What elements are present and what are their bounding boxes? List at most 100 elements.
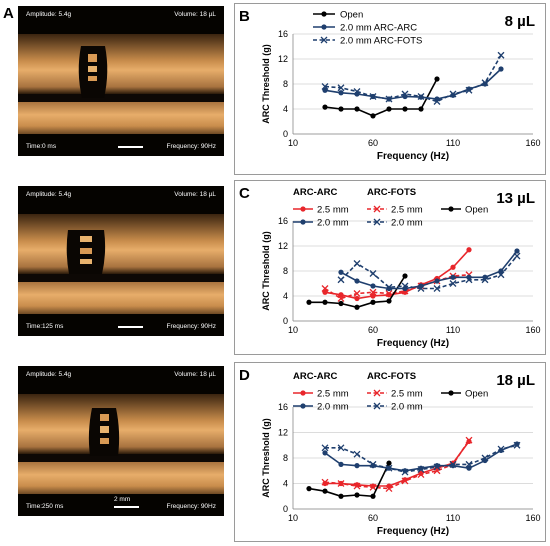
- data-point: [306, 299, 312, 305]
- data-point: [417, 285, 425, 292]
- data-point: [338, 461, 344, 467]
- legend-group-header: ARC-ARC: [293, 371, 337, 382]
- chart-18ul: D 18 µL 0 4 8 12 16 10 60 110 160 Frequency (Hz) ARC…: [239, 367, 541, 537]
- data-point: [338, 106, 344, 112]
- legend-marker: [373, 389, 381, 397]
- data-point: [402, 273, 408, 279]
- x-tick-label: 110: [446, 325, 460, 335]
- data-point: [321, 83, 329, 90]
- x-tick-label: 60: [368, 138, 378, 148]
- panel-letter: B: [239, 8, 250, 25]
- y-axis-label: ARC Threshold (g): [261, 44, 271, 124]
- data-point: [321, 285, 329, 292]
- y-tick-label: 0: [283, 316, 288, 326]
- data-point: [433, 285, 441, 292]
- data-point: [498, 66, 504, 72]
- data-point: [369, 483, 377, 491]
- video-frame-0: Amplitude: 5.4g Volume: 18 µL Time:0 ms …: [18, 6, 224, 156]
- data-point: [401, 468, 409, 476]
- data-point: [402, 106, 408, 112]
- data-point: [385, 290, 393, 297]
- data-point: [401, 90, 409, 98]
- data-point: [370, 113, 376, 119]
- data-point: [370, 283, 376, 289]
- y-tick-label: 0: [283, 504, 288, 514]
- data-point: [337, 295, 345, 302]
- data-point: [322, 104, 328, 110]
- data-point: [481, 276, 489, 284]
- y-tick-label: 16: [278, 402, 288, 412]
- y-axis-label: ARC Threshold (g): [261, 231, 271, 311]
- data-point: [497, 51, 505, 59]
- legend-entry: 2.0 mm ARC-ARC: [340, 23, 417, 34]
- data-point: [497, 271, 505, 279]
- data-point: [353, 450, 361, 458]
- amplitude-label: Amplitude: 5.4g: [26, 11, 72, 18]
- chart-panel-c: C 13 µL 0 4 8 12 16 10 60 110 160 Frequency (Hz) ARC…: [234, 180, 546, 355]
- data-point: [417, 471, 425, 479]
- y-tick-label: 12: [278, 428, 288, 438]
- x-tick-label: 10: [288, 138, 298, 148]
- data-point: [418, 106, 424, 112]
- data-point: [450, 274, 456, 280]
- data-point: [369, 288, 377, 296]
- legend-entry: 2.5 mm: [317, 205, 349, 216]
- data-point: [338, 292, 344, 298]
- data-point: [321, 444, 329, 452]
- video-frame-2: Amplitude: 5.4g Volume: 18 µL Time:250 m…: [18, 366, 224, 516]
- y-axis-label: ARC Threshold (g): [261, 418, 271, 498]
- y-tick-label: 4: [283, 291, 288, 301]
- data-point: [465, 276, 473, 284]
- legend-marker: [320, 36, 328, 44]
- x-tick-label: 160: [525, 325, 540, 335]
- x-tick-label: 160: [525, 138, 540, 148]
- time-label: Time:0 ms: [26, 143, 57, 150]
- scale-bar-label: 2 mm: [114, 496, 131, 503]
- legend-marker: [321, 24, 327, 30]
- data-point: [386, 106, 392, 112]
- series-line: [324, 78, 438, 117]
- frequency-label: Frequency: 90Hz: [166, 143, 217, 150]
- data-point: [354, 463, 360, 469]
- scale-bar: [118, 146, 143, 148]
- data-point: [369, 270, 377, 277]
- data-point: [385, 485, 393, 493]
- panel-letter: D: [239, 367, 250, 384]
- y-tick-label: 4: [283, 104, 288, 114]
- data-point: [497, 445, 505, 453]
- legend-entry: 2.0 mm: [391, 402, 423, 413]
- data-point: [322, 450, 328, 456]
- data-point: [354, 278, 360, 284]
- data-point: [321, 478, 329, 486]
- legend-group-header: ARC-ARC: [293, 187, 337, 198]
- data-point: [466, 247, 472, 253]
- data-point: [449, 280, 457, 287]
- time-label: Time:125 ms: [26, 323, 64, 330]
- series-line: [340, 255, 518, 290]
- droplet-icon: [66, 230, 106, 274]
- volume-label: Volume: 18 µL: [174, 11, 216, 18]
- x-tick-label: 110: [446, 513, 460, 523]
- data-point: [369, 93, 377, 100]
- data-point: [354, 304, 360, 310]
- volume-label: Volume: 18 µL: [174, 371, 216, 378]
- data-point: [433, 98, 441, 105]
- data-point: [513, 252, 521, 260]
- data-point: [385, 464, 393, 472]
- x-tick-label: 10: [288, 325, 298, 335]
- data-point: [498, 268, 504, 274]
- legend-marker: [300, 206, 306, 212]
- x-tick-label: 60: [368, 325, 378, 335]
- legend-marker: [300, 390, 306, 396]
- chart-8ul: B 8 µL 0 4 8 12 16 10 60 110 160 Frequency (Hz) ARC …: [239, 8, 541, 162]
- video-frame-1: Amplitude: 5.4g Volume: 18 µL Time:125 m…: [18, 186, 224, 336]
- frequency-label: Frequency: 90Hz: [166, 323, 217, 330]
- data-point: [417, 466, 425, 473]
- scale-bar: [114, 506, 139, 508]
- legend-entry: 2.0 mm: [317, 402, 349, 413]
- legend-entry: 2.5 mm: [391, 205, 423, 216]
- series-line: [308, 462, 390, 498]
- y-tick-label: 12: [278, 54, 288, 64]
- data-point: [353, 290, 361, 297]
- droplet-icon: [88, 408, 120, 456]
